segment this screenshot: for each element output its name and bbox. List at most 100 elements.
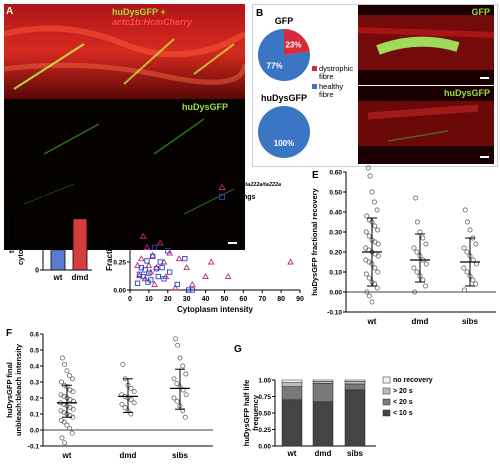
x-tick-label: 60: [239, 296, 247, 303]
data-point: [188, 280, 196, 287]
panel-letter-f: F: [6, 328, 13, 339]
y-tick-label: 15: [31, 188, 39, 195]
legend-label: fibre: [319, 72, 334, 81]
legend-swatch: [382, 387, 391, 395]
x-tick-label: dmd: [412, 317, 429, 326]
y-tick-label: 1.00: [258, 378, 271, 385]
data-point: [462, 287, 467, 293]
data-point: [59, 435, 65, 441]
data-point: [171, 284, 179, 291]
data-point: [149, 251, 157, 258]
legend-label-main: siblings: [229, 194, 256, 201]
legend-swatch: [382, 409, 391, 417]
y-tick-label: 0.20: [329, 250, 342, 257]
y-tick-label: 0.6: [30, 332, 39, 339]
pie-slice: [258, 106, 310, 158]
data-point: [144, 258, 150, 264]
data-point: [369, 189, 375, 195]
pie-slice: [258, 29, 310, 81]
micrograph-b-bottom-image: [358, 101, 494, 158]
data-point: [70, 389, 76, 395]
y-axis-label: huDysGFP half lifefrequency: [242, 380, 260, 447]
pie-slice: [284, 29, 310, 55]
x-tick-label: wt: [367, 317, 377, 326]
y-axis-label-line: huDysGFP half life: [242, 380, 251, 447]
data-point: [150, 253, 156, 260]
y-axis-label-line: unbleach:bleach intensity: [14, 343, 23, 436]
y-tick-label: 0: [35, 268, 39, 275]
legend-swatch: [382, 398, 391, 406]
data-point: [131, 400, 137, 406]
micrograph-b-top-image: [358, 15, 494, 79]
legend-label: no recovery: [393, 377, 433, 384]
x-tick-label: 50: [221, 296, 229, 303]
data-point: [128, 397, 134, 403]
x-tick-label: 70: [258, 296, 266, 303]
data-point: [183, 264, 191, 271]
panel-letter-g: G: [234, 344, 242, 355]
y-tick-label: 0.2: [30, 396, 39, 403]
stacked-bar-segment: [312, 383, 334, 403]
x-tick-label: sibs: [172, 451, 189, 460]
data-point: [367, 293, 372, 299]
legend-label: > 20 s: [393, 388, 413, 395]
data-point: [369, 299, 375, 305]
data-point: [58, 379, 64, 385]
data-point: [140, 273, 146, 280]
x-tick-label: dmd: [72, 273, 89, 282]
data-point: [473, 241, 479, 247]
stacked-bar-segment: [281, 382, 303, 387]
panel-letter-e: E: [312, 170, 319, 181]
legend-marker: [218, 183, 226, 190]
y-tick-label: 0.0: [30, 428, 39, 435]
y-axis-label: Fractional recovery: [105, 197, 114, 271]
data-point: [461, 245, 467, 251]
data-point: [420, 235, 426, 241]
data-point: [224, 273, 232, 280]
pie-slice-label: 100%: [274, 139, 294, 148]
data-point: [146, 270, 152, 276]
data-point: [134, 280, 141, 286]
micrograph-a-label-italic: actc1b:HcmCherry: [112, 17, 193, 27]
micrograph-a-top-label: huDysGFP + actc1b:HcmCherry: [112, 7, 245, 27]
y-tick-label: 0.00: [113, 288, 126, 295]
legend-swatch: [312, 84, 317, 89]
data-point: [464, 269, 470, 275]
x-tick-label: 20: [164, 296, 172, 303]
legend-label: < 10 s: [393, 410, 413, 417]
data-point: [64, 368, 70, 374]
data-point: [473, 281, 479, 287]
legend-label: fibre: [319, 90, 334, 99]
data-point: [366, 275, 372, 281]
data-point: [375, 269, 381, 275]
y-tick-label: 0.40: [329, 210, 342, 217]
data-point: [58, 417, 64, 423]
data-point: [423, 241, 429, 247]
y-tick-label: 0.10: [329, 270, 342, 277]
data-point: [375, 241, 381, 247]
y-tick-label: 1.00: [113, 176, 126, 183]
data-point: [185, 287, 192, 293]
data-point: [464, 219, 470, 225]
x-tick-label: sibs: [462, 317, 479, 326]
data-point: [413, 195, 419, 201]
data-point: [67, 425, 73, 431]
data-point: [156, 239, 164, 246]
data-point: [67, 373, 73, 379]
data-point: [69, 376, 75, 382]
data-point: [461, 265, 467, 271]
data-point: [202, 273, 209, 280]
data-point: [371, 199, 377, 205]
panel-letter-b: B: [256, 8, 264, 19]
stacked-bar-segment: [312, 379, 334, 382]
data-point: [182, 255, 188, 262]
stacked-bar-segment: [344, 379, 366, 382]
y-tick-label: 0.30: [329, 230, 342, 237]
legend-swatch: [382, 376, 391, 384]
panel-a-micrograph: huDysGFP + actc1b:HcmCherry huDysGFP A: [4, 4, 245, 250]
y-tick-label: 0.25: [113, 260, 126, 267]
x-tick-label: wt: [53, 273, 63, 282]
data-point: [157, 259, 163, 265]
